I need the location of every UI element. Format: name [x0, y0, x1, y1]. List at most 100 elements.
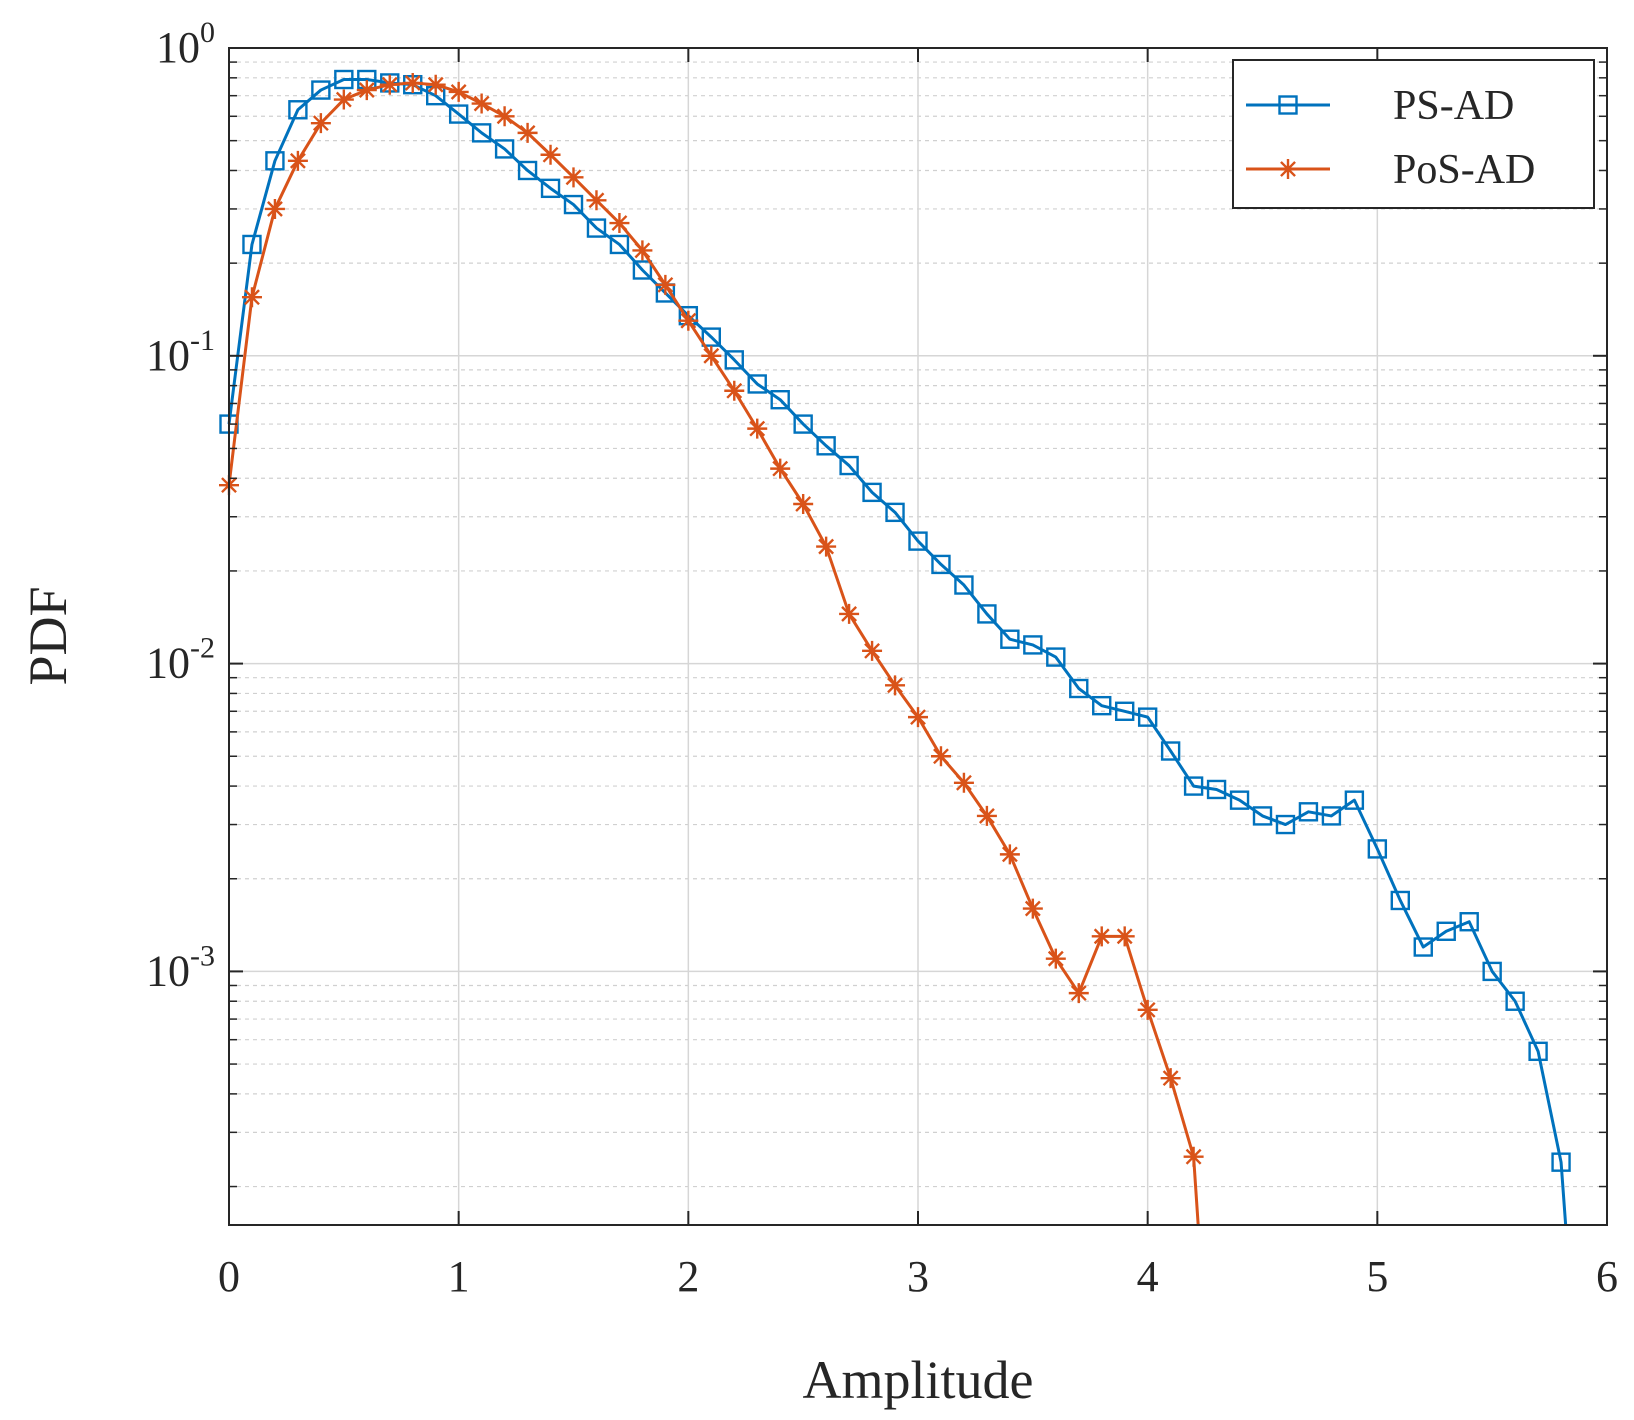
data-point: [1137, 707, 1158, 727]
data-point: [586, 190, 607, 211]
data-point: [793, 414, 813, 434]
data-point: [1436, 921, 1456, 941]
data-point: [517, 160, 538, 181]
x-tick-label: 0: [218, 1252, 240, 1301]
y-tick-labels: 100 10-1 10-2 10-3: [146, 16, 215, 995]
legend-label: PS-AD: [1393, 83, 1514, 129]
data-point: [1091, 926, 1112, 947]
data-point: [1275, 814, 1296, 835]
data-point: [288, 100, 308, 120]
data-point: [586, 218, 607, 238]
data-point: [241, 287, 262, 308]
data-point: [885, 675, 906, 696]
data-point: [908, 707, 928, 728]
data-point: [678, 310, 699, 331]
data-point: [1183, 776, 1204, 796]
legend-entry: PoS-AD: [1246, 147, 1535, 193]
data-point: [563, 194, 584, 215]
data-point: [1298, 802, 1319, 822]
data-point: [310, 113, 331, 134]
data-point: [747, 374, 767, 394]
x-tick-label: 6: [1596, 1252, 1618, 1301]
data-point: [1390, 890, 1411, 911]
legend-marker: [1278, 95, 1298, 115]
data-point: [885, 502, 905, 523]
data-point: [1022, 898, 1043, 919]
legend-marker: [1278, 159, 1298, 179]
x-tick-label: 4: [1137, 1252, 1159, 1301]
x-tick-label: 1: [448, 1252, 470, 1301]
data-point: [448, 81, 469, 102]
data-point: [930, 746, 951, 767]
data-point: [816, 436, 836, 456]
data-point: [977, 604, 997, 624]
data-point: [1160, 741, 1181, 761]
axis-ticks: [228, 47, 1608, 1225]
data-point: [862, 482, 882, 503]
data-point: [1413, 937, 1433, 957]
data-point: [494, 139, 515, 159]
y-tick-label: 10-1: [146, 324, 215, 380]
data-point: [402, 72, 423, 93]
data-point: [1528, 1041, 1548, 1062]
data-point: [839, 455, 859, 476]
data-point: [724, 380, 745, 401]
data-point: [1551, 1152, 1571, 1172]
data-point: [609, 213, 630, 234]
data-point: [655, 274, 676, 295]
data-point: [517, 122, 538, 143]
data-point: [448, 104, 469, 124]
data-point: [471, 123, 492, 143]
data-point: [770, 390, 790, 410]
data-point: [701, 345, 722, 366]
data-point: [1321, 806, 1342, 826]
major-grid: [229, 48, 1607, 1225]
data-point: [908, 531, 928, 551]
data-point: [1252, 806, 1273, 826]
data-point: [976, 805, 997, 826]
data-point: [1183, 1146, 1204, 1167]
data-point: [1045, 948, 1066, 969]
data-point: [816, 536, 837, 557]
legend-box: [1232, 59, 1595, 209]
data-point: [1206, 779, 1227, 800]
data-point: [311, 80, 331, 100]
data-point: [1482, 961, 1502, 982]
data-point: [287, 150, 308, 171]
y-axis-label: PDF: [18, 586, 78, 685]
data-point: [1344, 790, 1365, 810]
data-point: [265, 151, 285, 171]
y-tick-label: 10-3: [146, 939, 215, 995]
data-point: [701, 327, 721, 347]
x-tick-label: 2: [677, 1252, 699, 1301]
data-point: [540, 144, 561, 165]
data-point: [471, 93, 492, 114]
data-point: [425, 74, 446, 95]
data-point: [1137, 999, 1158, 1020]
data-point: [264, 198, 285, 219]
data-point: [747, 418, 768, 439]
data-point: [379, 74, 400, 95]
data-point: [333, 89, 354, 110]
x-tick-label: 3: [907, 1252, 929, 1301]
legend-entries: PS-AD PoS-AD: [1246, 83, 1535, 193]
data-point: [1000, 629, 1020, 649]
data-point: [1069, 678, 1089, 699]
data-point: [1367, 839, 1388, 859]
data-point: [1092, 695, 1112, 716]
data-point: [1114, 701, 1135, 721]
data-point: [862, 640, 883, 661]
data-point: [1160, 1068, 1181, 1089]
data-point: [770, 458, 791, 479]
legend-entry: PS-AD: [1246, 83, 1514, 129]
series-pos-ad: [219, 72, 1204, 1226]
data-point: [1114, 926, 1135, 947]
y-tick-label: 100: [156, 16, 215, 72]
data-point: [1068, 983, 1089, 1004]
data-point: [242, 234, 262, 255]
x-axis-label: Amplitude: [803, 1350, 1034, 1410]
data-point: [953, 772, 974, 793]
data-point: [609, 234, 630, 255]
data-point: [632, 260, 653, 280]
